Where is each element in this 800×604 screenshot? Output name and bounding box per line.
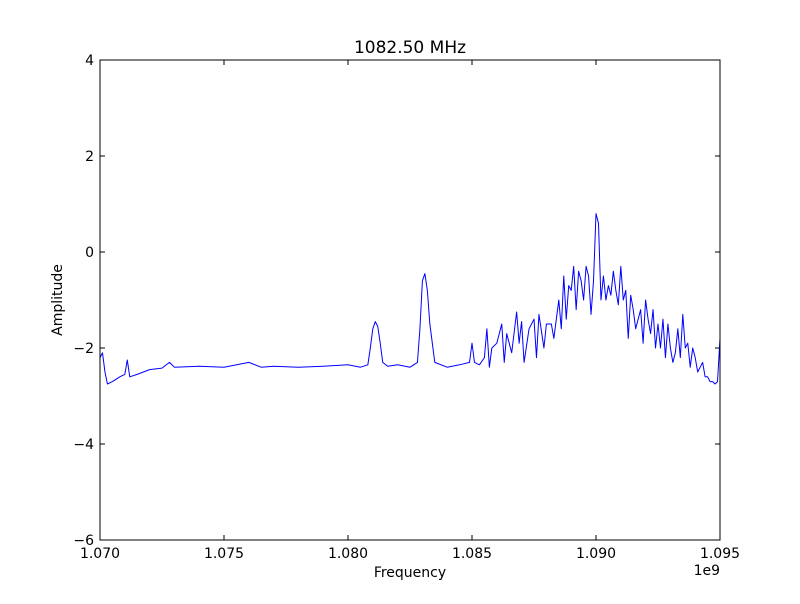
plot-background bbox=[100, 60, 720, 540]
x-tick-label: 1.080 bbox=[328, 546, 368, 562]
chart-title: 1082.50 MHz bbox=[354, 38, 466, 58]
x-tick-label: 1.070 bbox=[80, 546, 120, 562]
series-layer bbox=[99, 213, 721, 385]
x-tick-label: 1.085 bbox=[452, 546, 492, 562]
y-axis-label: Amplitude bbox=[50, 264, 66, 336]
x-axis-label: Frequency bbox=[374, 565, 446, 581]
y-tick-label: 2 bbox=[85, 149, 94, 165]
y-tick-label: 4 bbox=[85, 53, 94, 69]
y-tick-label: −2 bbox=[73, 341, 94, 357]
y-tick-label: 0 bbox=[85, 245, 94, 261]
x-tick-label: 1.075 bbox=[204, 546, 244, 562]
series-line-0 bbox=[99, 213, 721, 385]
x-tick-label: 1.090 bbox=[576, 546, 616, 562]
y-tick-label: −4 bbox=[73, 437, 94, 453]
x-tick-label: 1.095 bbox=[700, 546, 740, 562]
y-tick-label: −6 bbox=[73, 533, 94, 549]
plot-frame bbox=[99, 59, 721, 541]
x-axis-offset-label: 1e9 bbox=[694, 563, 720, 579]
